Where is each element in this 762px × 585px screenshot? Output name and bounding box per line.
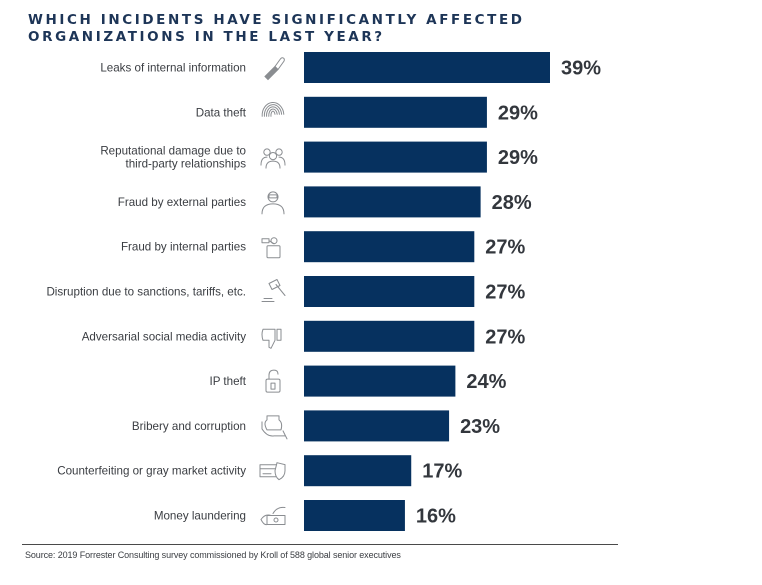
bar-5 <box>304 231 475 263</box>
bar-2 <box>304 96 487 128</box>
gavel-icon <box>261 279 286 302</box>
category-label-11: Money laundering <box>154 510 246 523</box>
category-label-line: Counterfeiting or gray market activity <box>57 465 246 478</box>
category-label-line: Adversarial social media activity <box>82 330 247 343</box>
bar-8 <box>304 365 456 397</box>
value-label-2: 29% <box>498 102 538 124</box>
bar-10 <box>304 455 412 487</box>
category-label-line: Data theft <box>196 106 247 119</box>
bar-9 <box>304 410 450 442</box>
category-label-line: Fraud by external parties <box>118 196 246 209</box>
value-label-6: 27% <box>485 282 525 304</box>
category-label-1: Leaks of internal information <box>100 62 246 75</box>
value-label-11: 16% <box>416 506 456 528</box>
category-label-7: Adversarial social media activity <box>82 330 247 343</box>
value-label-1: 39% <box>561 58 601 80</box>
people-group-icon <box>260 148 286 169</box>
value-label-9: 23% <box>460 416 500 438</box>
category-label-5: Fraud by internal parties <box>121 241 246 254</box>
category-label-9: Bribery and corruption <box>132 420 246 433</box>
thumbs-down-icon <box>261 328 282 349</box>
category-label-line: IP theft <box>209 375 246 388</box>
category-label-4: Fraud by external parties <box>118 196 246 209</box>
category-label-3: Reputational damage due to third-party re… <box>100 145 246 171</box>
category-label-line: Fraud by internal parties <box>121 241 246 254</box>
bar-4 <box>304 186 481 218</box>
value-label-10: 17% <box>422 461 462 483</box>
chart-title-line-1: WHICH INCIDENTS HAVE SIGNIFICANTLY AFFEC… <box>28 12 525 28</box>
value-label-4: 28% <box>492 192 532 214</box>
credit-card-shield-icon <box>259 462 286 481</box>
footer-divider <box>22 544 618 545</box>
bar-1 <box>304 52 550 83</box>
bar-6 <box>304 276 475 307</box>
money-bag-hand-icon <box>261 415 288 440</box>
briefcase-hand-icon <box>261 237 281 259</box>
category-label-line: Disruption due to sanctions, tariffs, et… <box>46 286 246 299</box>
category-label-line: Leaks of internal information <box>100 62 246 75</box>
category-label-line: Bribery and corruption <box>132 420 246 433</box>
category-label-line: Reputational damage due to <box>100 145 246 158</box>
usb-drive-icon <box>264 57 285 81</box>
category-label-line: Money laundering <box>154 510 246 523</box>
fingerprint-icon <box>261 102 285 117</box>
category-label-10: Counterfeiting or gray market activity <box>57 465 246 478</box>
masked-person-icon <box>261 191 285 215</box>
category-label-2: Data theft <box>196 106 247 119</box>
padlock-icon <box>265 369 281 393</box>
bar-3 <box>304 141 487 173</box>
bar-11 <box>304 500 405 531</box>
value-label-7: 27% <box>485 326 525 348</box>
category-label-line: third-party relationships <box>125 158 246 171</box>
chart-title: WHICH INCIDENTS HAVE SIGNIFICANTLY AFFEC… <box>28 12 525 46</box>
category-label-8: IP theft <box>209 375 246 388</box>
value-label-3: 29% <box>498 147 538 169</box>
money-hand-icon <box>260 506 286 526</box>
value-label-5: 27% <box>485 237 525 259</box>
bar-7 <box>304 320 475 352</box>
chart-title-line-2: ORGANIZATIONS IN THE LAST YEAR? <box>28 29 385 45</box>
category-label-6: Disruption due to sanctions, tariffs, et… <box>46 286 246 299</box>
value-label-8: 24% <box>466 371 506 393</box>
source-note: Source: 2019 Forrester Consulting survey… <box>25 550 401 560</box>
